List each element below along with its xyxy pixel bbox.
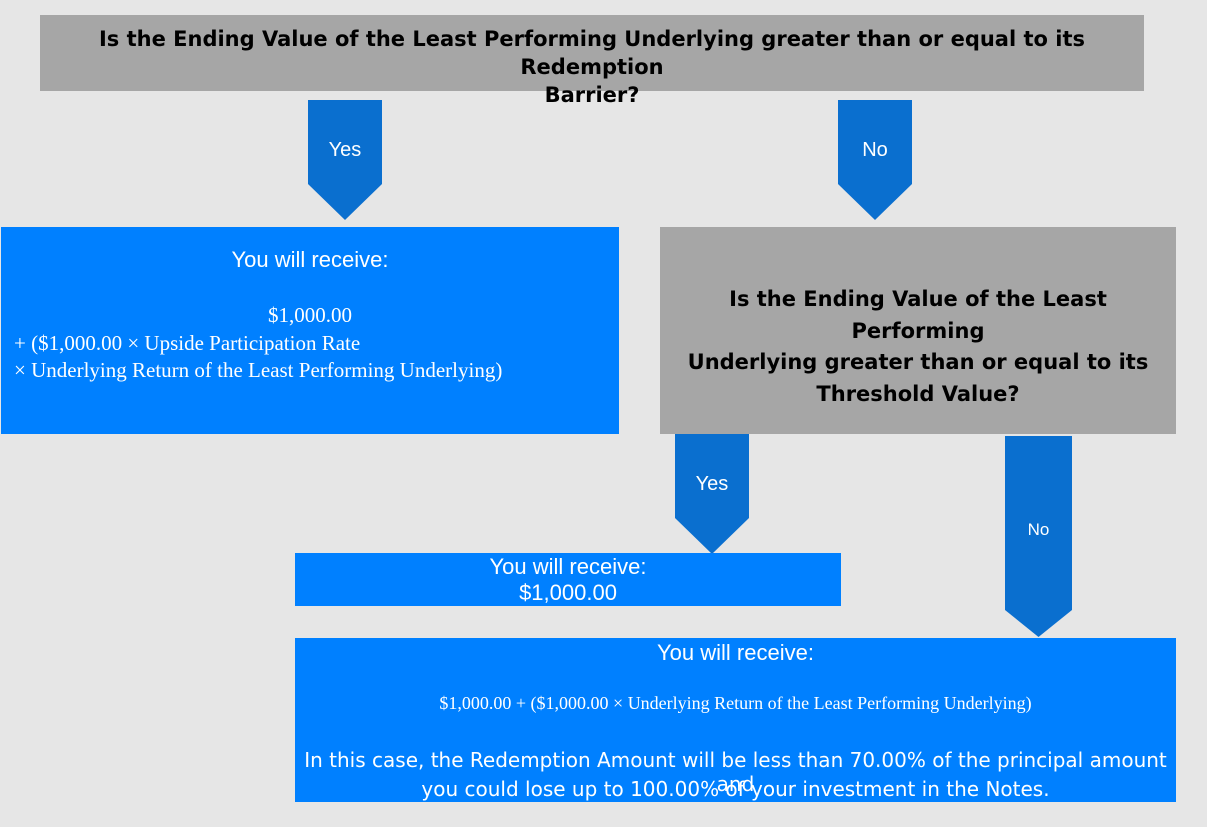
outcome-below-threshold-formula: $1,000.00 + ($1,000.00 × Underlying Retu… [439,693,1032,713]
question-threshold-value: Is the Ending Value of the Least Perform… [660,227,1176,434]
outcome-above-barrier-heading: You will receive: [231,247,389,272]
yes-arrow-1-label: Yes [328,139,362,161]
outcome-above-barrier-formula-line2: × Underlying Return of the Least Perform… [14,358,503,382]
outcome-below-threshold: You will receive: $1,000.00 + ($1,000.00… [295,638,1176,802]
yes-arrow-2-label: Yes [695,473,729,495]
outcome-below-threshold-note-line1: In this case, the Redemption Amount will… [304,748,1167,796]
question-redemption-barrier-line1: Is the Ending Value of the Least Perform… [98,27,1085,79]
yes-arrow-2 [675,434,749,554]
outcome-above-barrier-formula-line1: + ($1,000.00 × Upside Participation Rate [14,331,361,355]
no-arrow-1-label: No [862,139,888,161]
outcome-above-threshold-amount: $1,000.00 [519,580,617,605]
outcome-above-threshold: You will receive: $1,000.00 [295,553,841,606]
outcome-above-barrier: You will receive: $1,000.00 + ($1,000.00… [1,227,619,434]
outcome-below-threshold-heading: You will receive: [657,640,814,665]
question-redemption-barrier: Is the Ending Value of the Least Perform… [40,15,1144,107]
outcome-below-threshold-note-line2: you could lose up to 100.00% of your inv… [421,777,1050,801]
no-arrow-2-label: No [1027,520,1050,539]
question-redemption-barrier-line2: Barrier? [544,83,640,107]
outcome-above-barrier-amount: $1,000.00 [268,303,352,327]
question-threshold-value-line2: Underlying greater than or equal to its [687,350,1149,374]
outcome-above-threshold-heading: You will receive: [489,554,647,579]
question-threshold-value-line1: Is the Ending Value of the Least Perform… [729,287,1107,343]
no-arrow-2 [1005,436,1072,637]
yes-arrow-1 [308,100,382,220]
no-arrow-1 [838,100,912,220]
question-threshold-value-line3: Threshold Value? [816,381,1020,406]
